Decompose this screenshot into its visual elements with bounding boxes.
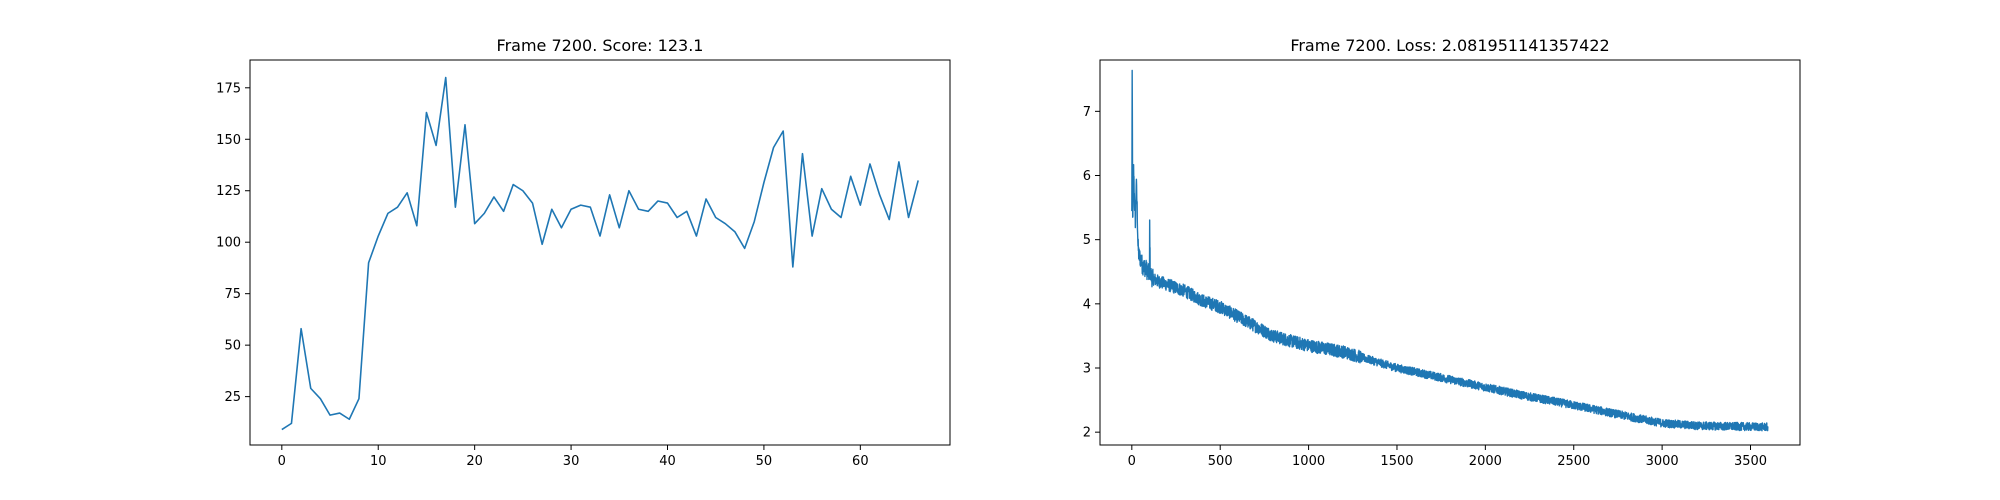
loss-x-tick-label: 2500 [1557, 454, 1590, 469]
score-y-tick-label: 100 [216, 236, 241, 251]
loss-x-tick-label: 3000 [1646, 454, 1679, 469]
loss-plot-title: Frame 7200. Loss: 2.081951141357422 [1290, 36, 1609, 55]
loss-plot-frame [1099, 59, 1801, 446]
score-x-tick-label: 30 [563, 454, 580, 469]
loss-y-tick-label: 7 [1083, 105, 1091, 120]
score-plot: Frame 7200. Score: 123.1 0 10 20 30 40 50 60 25… [216, 36, 951, 469]
loss-y-tick-label: 4 [1083, 297, 1091, 312]
score-y-tick-label: 50 [224, 339, 241, 354]
score-x-tick-label: 50 [756, 454, 773, 469]
score-x-tick-label: 40 [659, 454, 676, 469]
loss-plot: Frame 7200. Loss: 2.081951141357422 0 500… [1083, 36, 1801, 469]
score-series-line [281, 76, 919, 431]
loss-x-tick-label: 3500 [1734, 454, 1767, 469]
loss-plot-ticks: 0 500 1000 1500 2000 2500 3000 3500 2 3 4 5 6 7 [1083, 105, 1767, 469]
loss-x-tick-label: 1500 [1380, 454, 1413, 469]
loss-x-tick-label: 2000 [1469, 454, 1502, 469]
score-x-tick-label: 20 [466, 454, 483, 469]
score-plot-frame [249, 59, 951, 446]
loss-y-tick-label: 2 [1083, 426, 1091, 441]
loss-y-tick-label: 5 [1083, 233, 1091, 248]
loss-y-tick-label: 3 [1083, 362, 1091, 377]
score-plot-title: Frame 7200. Score: 123.1 [497, 36, 704, 55]
loss-y-tick-label: 6 [1083, 169, 1091, 184]
score-y-tick-label: 150 [216, 133, 241, 148]
score-plot-ticks: 0 10 20 30 40 50 60 25 50 75 100 125 150 175 [216, 81, 868, 469]
score-x-tick-label: 60 [852, 454, 869, 469]
score-y-tick-label: 175 [216, 81, 241, 96]
score-y-tick-label: 25 [224, 390, 241, 405]
score-x-tick-label: 10 [370, 454, 387, 469]
loss-x-tick-label: 1000 [1292, 454, 1325, 469]
loss-x-tick-label: 0 [1128, 454, 1136, 469]
score-y-tick-label: 75 [224, 287, 241, 302]
loss-series-line [1131, 69, 1769, 432]
loss-x-tick-label: 500 [1208, 454, 1233, 469]
score-x-tick-label: 0 [278, 454, 286, 469]
score-y-tick-label: 125 [216, 184, 241, 199]
